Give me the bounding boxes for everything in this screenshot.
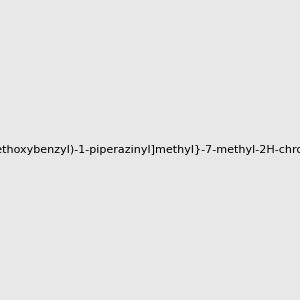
Text: 4-{[4-(4-methoxybenzyl)-1-piperazinyl]methyl}-7-methyl-2H-chromen-2-one: 4-{[4-(4-methoxybenzyl)-1-piperazinyl]me… [0, 145, 300, 155]
